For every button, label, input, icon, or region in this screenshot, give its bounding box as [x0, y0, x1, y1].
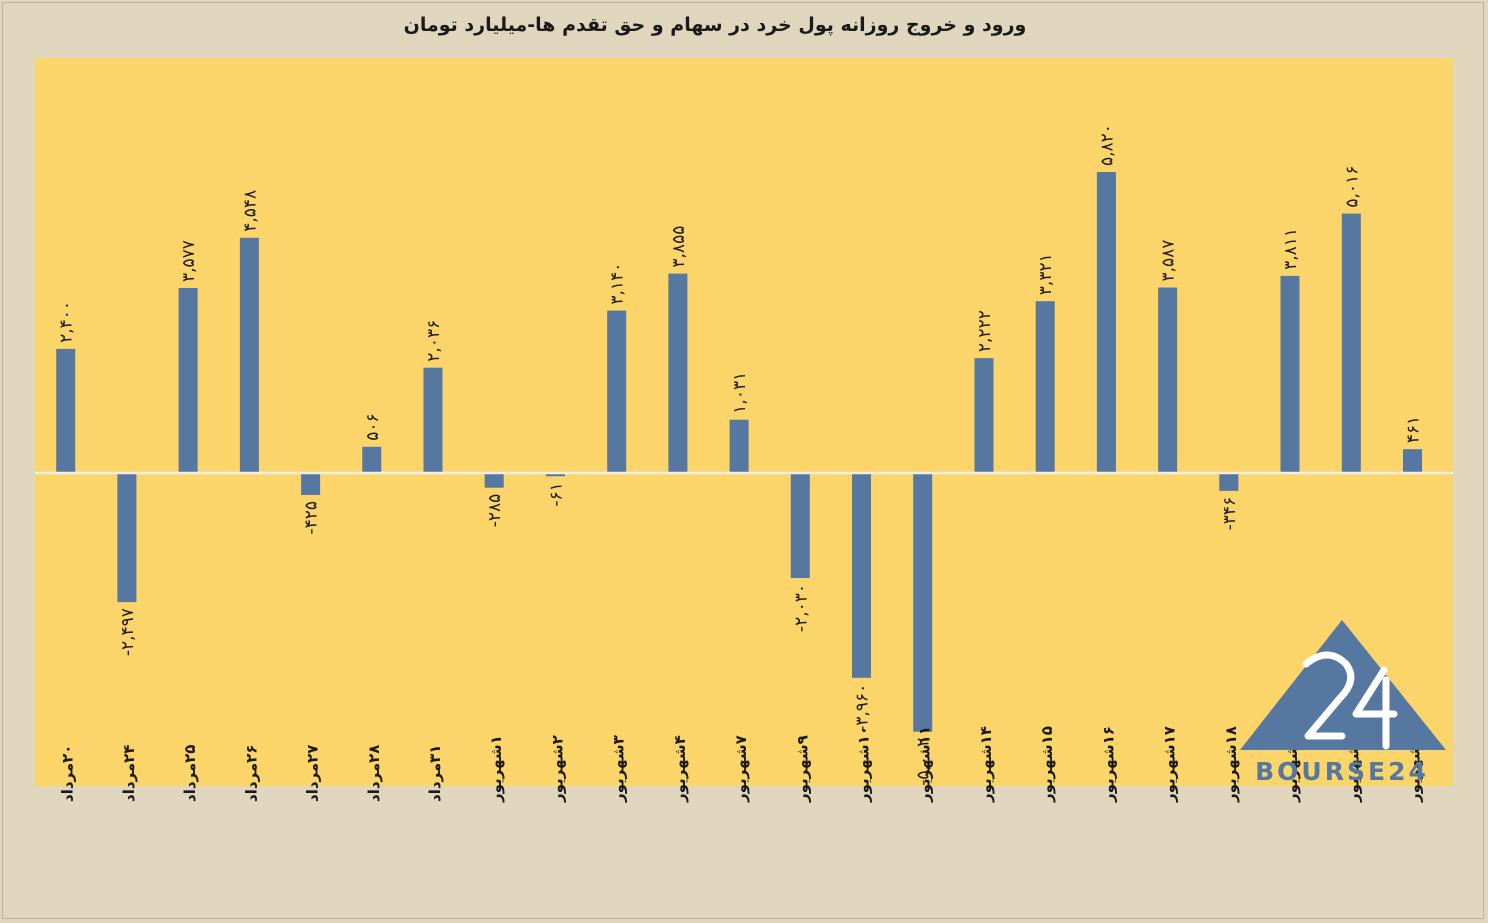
- x-tick-label-8: ۱شهریور: [487, 735, 505, 803]
- x-tick-label-19: ۱۷شهریور: [1161, 726, 1179, 803]
- data-label-6: ۵۰۶: [363, 413, 383, 440]
- x-tick-label-4: ۲۶مرداد: [242, 745, 260, 802]
- bar-3: [178, 288, 198, 473]
- x-tick-label-18: ۱۶شهریور: [1099, 726, 1117, 803]
- data-label-14: -۳,۹۶۰: [853, 684, 873, 732]
- bar-10: [607, 310, 627, 473]
- bar-22: [1341, 213, 1361, 473]
- bar-6: [362, 446, 382, 473]
- x-tick-label-14: ۱۰شهریور: [855, 726, 873, 803]
- data-label-11: ۳,۸۵۵: [669, 226, 689, 268]
- data-label-5: -۴۲۵: [302, 501, 322, 535]
- x-tick-label-10: ۳شهریور: [610, 735, 628, 803]
- bar-19: [1158, 287, 1178, 473]
- x-tick-label-1: ۲۰مرداد: [59, 745, 77, 802]
- bar-5: [301, 473, 321, 495]
- logo-24-mark-four: [1352, 666, 1398, 750]
- x-tick-label-16: ۱۴شهریور: [977, 726, 995, 803]
- logo-triangle-icon: [1240, 620, 1446, 750]
- bar-12: [729, 419, 749, 473]
- x-tick-label-7: ۳۱مرداد: [426, 745, 444, 802]
- data-label-18: ۵,۸۲۰: [1097, 124, 1117, 166]
- bar-23: [1403, 449, 1422, 473]
- x-tick-label-20: ۱۸شهریور: [1222, 726, 1240, 803]
- bar-18: [1096, 172, 1116, 473]
- data-label-16: ۲,۲۲۲: [975, 310, 995, 352]
- x-tick-label-13: ۹شهریور: [793, 735, 811, 803]
- bar-4: [239, 237, 259, 473]
- logo-24-mark: [1302, 651, 1355, 740]
- data-label-10: ۳,۱۴۰: [608, 263, 628, 305]
- bar-13: [790, 473, 810, 578]
- x-tick-label-2: ۲۴مرداد: [120, 745, 138, 802]
- data-label-23: ۴۶۱: [1404, 416, 1424, 443]
- x-tick-label-15: ۱۱شهریور: [916, 726, 934, 803]
- data-label-17: ۳,۳۲۱: [1036, 253, 1056, 295]
- x-tick-label-11: ۴شهریور: [671, 735, 689, 803]
- x-tick-label-5: ۲۷مرداد: [304, 745, 322, 802]
- bar-17: [1035, 301, 1055, 473]
- x-tick-label-12: ۷شهریور: [732, 735, 750, 803]
- bar-15: [913, 473, 933, 732]
- x-tick-label-3: ۲۵مرداد: [181, 745, 199, 802]
- bar-21: [1280, 275, 1300, 473]
- x-tick-label-9: ۲شهریور: [548, 735, 566, 803]
- data-label-3: ۳,۵۷۷: [179, 240, 199, 282]
- data-label-13: -۲,۰۳۰: [791, 584, 811, 632]
- data-label-19: ۳,۵۸۷: [1159, 240, 1179, 282]
- data-label-21: ۳,۸۱۱: [1281, 228, 1301, 270]
- data-label-22: ۵,۰۱۶: [1342, 166, 1362, 208]
- bar-7: [423, 367, 443, 473]
- chart-title: ورود و خروج روزانه پول خرد در سهام و حق …: [403, 14, 1027, 36]
- bar-20: [1219, 473, 1239, 491]
- data-label-15: -۵,۰۰۲: [914, 738, 934, 786]
- data-label-9: -۶۱: [546, 482, 566, 506]
- x-tick-label-6: ۲۸مرداد: [365, 745, 383, 802]
- bar-11: [668, 273, 688, 473]
- data-label-7: ۲,۰۳۶: [424, 320, 444, 362]
- logo-text: BOURSE24: [1255, 757, 1429, 786]
- data-label-1: ۲,۴۰۰: [57, 301, 77, 343]
- bar-9: [545, 473, 565, 477]
- data-label-2: -۲,۴۹۷: [118, 608, 138, 656]
- bar-14: [852, 473, 871, 678]
- x-tick-label-17: ۱۵شهریور: [1038, 726, 1056, 803]
- bar-1: [56, 348, 76, 473]
- data-label-12: ۱,۰۳۱: [730, 372, 750, 414]
- bourse24-logo: BOURSE24: [1236, 618, 1448, 786]
- bar-16: [974, 358, 994, 473]
- bar-2: [117, 473, 137, 603]
- bar-8: [484, 473, 504, 488]
- data-label-20: -۳۴۶: [1220, 497, 1240, 531]
- data-label-8: -۲۸۵: [485, 494, 505, 528]
- data-label-4: ۴,۵۴۸: [240, 190, 260, 232]
